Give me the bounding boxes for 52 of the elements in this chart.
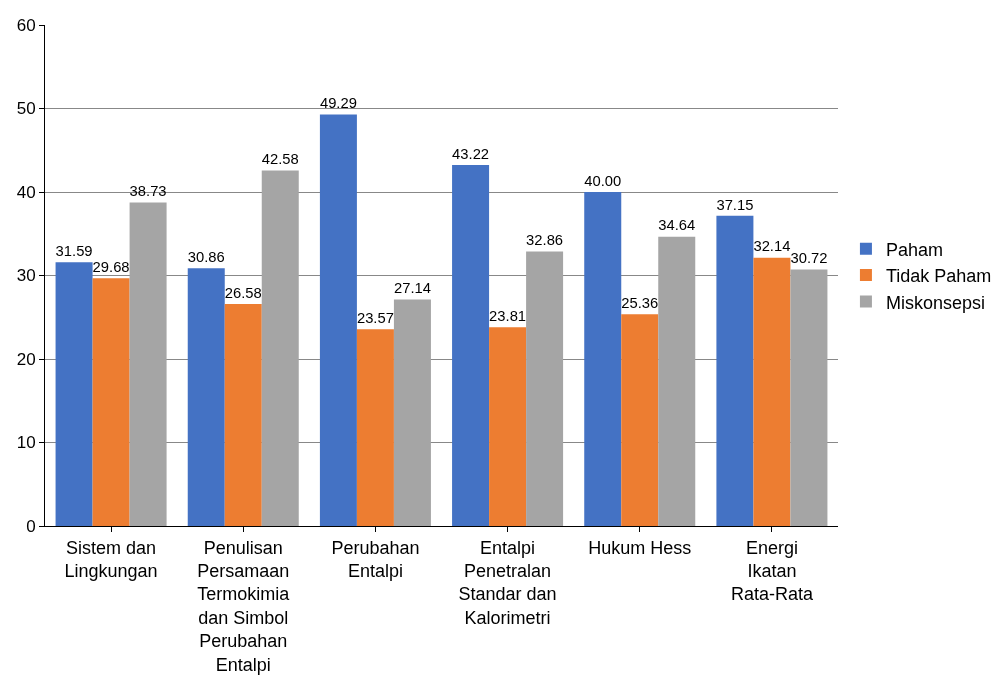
x-tick-label: Perubahan Entalpi [331,537,420,581]
x-tick-label: Hukum Hess [588,537,692,558]
data-label: 30.86 [187,249,225,266]
bar [584,192,622,526]
data-label: 34.64 [658,217,696,234]
data-label: 23.81 [489,307,527,324]
data-label: 27.14 [393,280,431,297]
legend-label: Miskonsepsi [885,292,985,313]
y-tick-label: 40 [16,182,36,202]
legend-label: Tidak Paham [885,266,992,287]
data-label: 25.36 [621,294,659,311]
bar [790,269,828,526]
bar [393,299,431,526]
bar [224,304,262,526]
y-tick-label: 30 [16,266,36,286]
bar [92,278,130,526]
x-tick-label: Sistem dan Lingkungan [64,537,158,581]
y-tick-label: 0 [26,516,36,536]
data-label: 26.58 [224,284,262,301]
bar [489,327,527,526]
data-label: 31.59 [55,242,93,259]
data-label: 40.00 [584,172,622,189]
data-label: 30.72 [790,250,828,267]
y-tick-label: 60 [16,15,36,35]
legend-label: Paham [885,239,943,260]
data-label: 32.14 [753,238,791,255]
bar [55,262,93,526]
bar [753,257,791,526]
bar [452,165,490,526]
y-tick-label: 50 [16,99,36,119]
bar [658,236,696,526]
data-label: 23.57 [356,309,394,326]
bar [621,314,659,526]
bar [356,329,394,526]
bar [716,215,754,526]
data-label: 37.15 [716,196,754,213]
data-label: 32.86 [526,232,564,249]
data-label: 38.73 [129,183,167,200]
x-tick-label: Entalpi Penetralan Standar dan Kalorimetri [458,537,557,628]
y-tick-label: 20 [16,349,36,369]
x-tick-label: Energi Ikatan Rata-Rata [730,537,814,605]
x-tick-label: Penulisan Persamaan Termokimia dan Simbol Perubahan Entalpi [197,537,291,675]
data-label: 29.68 [92,258,130,275]
data-label: 43.22 [452,145,490,162]
bar [129,202,167,526]
bar [319,114,357,526]
y-tick-label: 10 [16,433,36,453]
data-label: 42.58 [261,151,299,168]
bar [187,268,225,526]
data-label: 49.29 [319,95,357,112]
bar [526,251,564,526]
bar [261,170,299,526]
